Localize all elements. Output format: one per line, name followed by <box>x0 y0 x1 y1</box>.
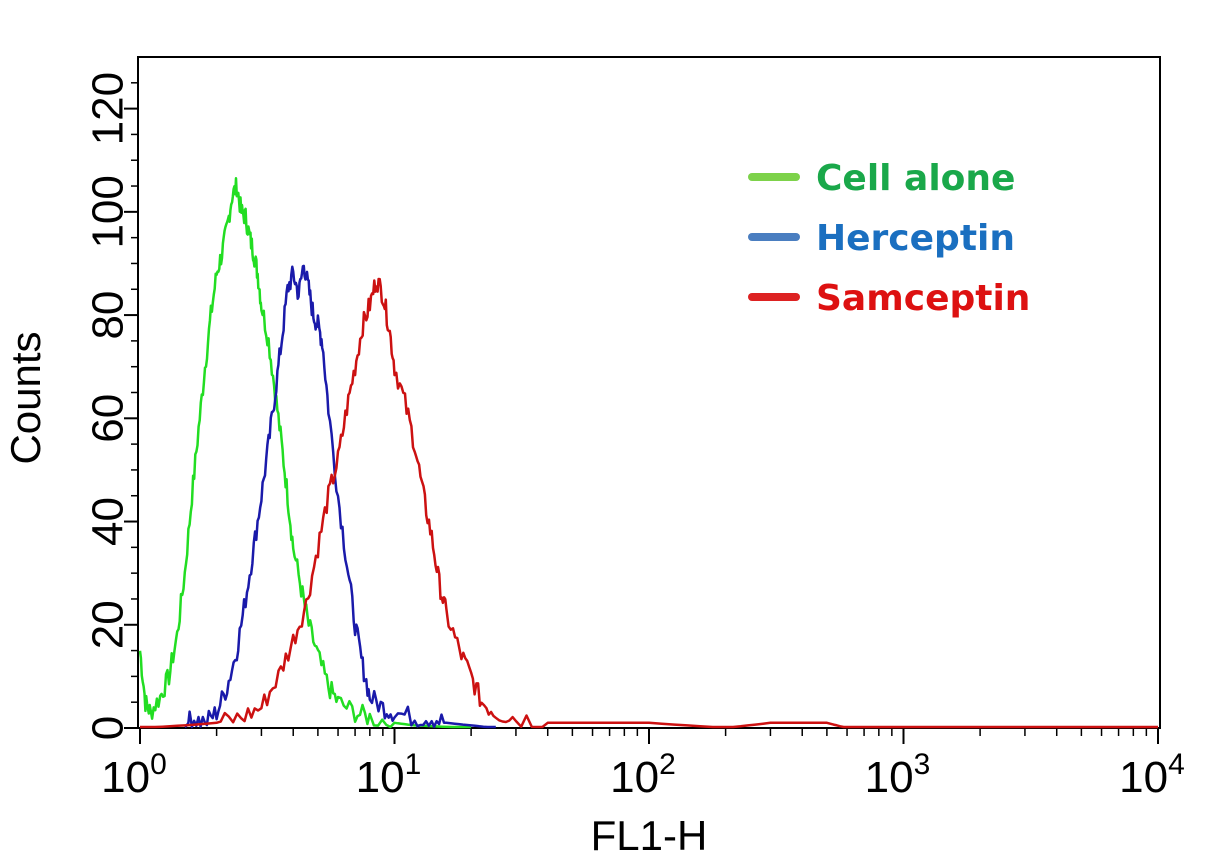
y-tick-label: 20 <box>84 600 133 649</box>
x-tick-exponent: 3 <box>914 748 931 781</box>
legend-label: Herceptin <box>816 218 1015 259</box>
x-axis-title: FL1-H <box>591 812 708 859</box>
y-tick-label: 120 <box>84 72 133 145</box>
y-tick-label: 100 <box>84 175 133 248</box>
x-tick-exponent: 2 <box>659 748 676 781</box>
x-tick-label: 104 <box>1119 748 1185 802</box>
x-tick-base: 10 <box>1119 753 1168 802</box>
x-tick-base: 10 <box>610 753 659 802</box>
x-tick-exponent: 1 <box>405 748 422 781</box>
x-tick-base: 10 <box>356 753 405 802</box>
legend-label: Cell alone <box>816 158 1015 199</box>
y-tick-label: 0 <box>84 716 133 740</box>
x-tick-label: 103 <box>865 748 931 802</box>
x-tick-exponent: 0 <box>150 748 167 781</box>
y-tick-label: 60 <box>84 394 133 443</box>
x-tick-label: 100 <box>101 748 167 802</box>
series-line-herceptin <box>184 264 496 729</box>
x-tick-exponent: 4 <box>1168 748 1185 781</box>
y-tick-label: 80 <box>84 291 133 340</box>
x-tick-label: 102 <box>610 748 676 802</box>
x-tick-base: 10 <box>865 753 914 802</box>
y-axis-title: Counts <box>2 331 49 464</box>
series-line-cell-alone <box>138 177 472 729</box>
x-tick-base: 10 <box>101 753 150 802</box>
series-line-samceptin <box>140 277 1158 729</box>
x-tick-label: 101 <box>356 748 422 802</box>
series-layer <box>138 177 1158 729</box>
legend: Cell alone Herceptin Samceptin <box>748 158 1030 319</box>
y-axis-ticks: 0 20 40 60 80 100 120 <box>84 72 138 740</box>
x-axis-ticks: 100 101 102 103 104 <box>101 728 1185 802</box>
legend-label: Samceptin <box>816 278 1030 319</box>
y-tick-label: 40 <box>84 497 133 546</box>
